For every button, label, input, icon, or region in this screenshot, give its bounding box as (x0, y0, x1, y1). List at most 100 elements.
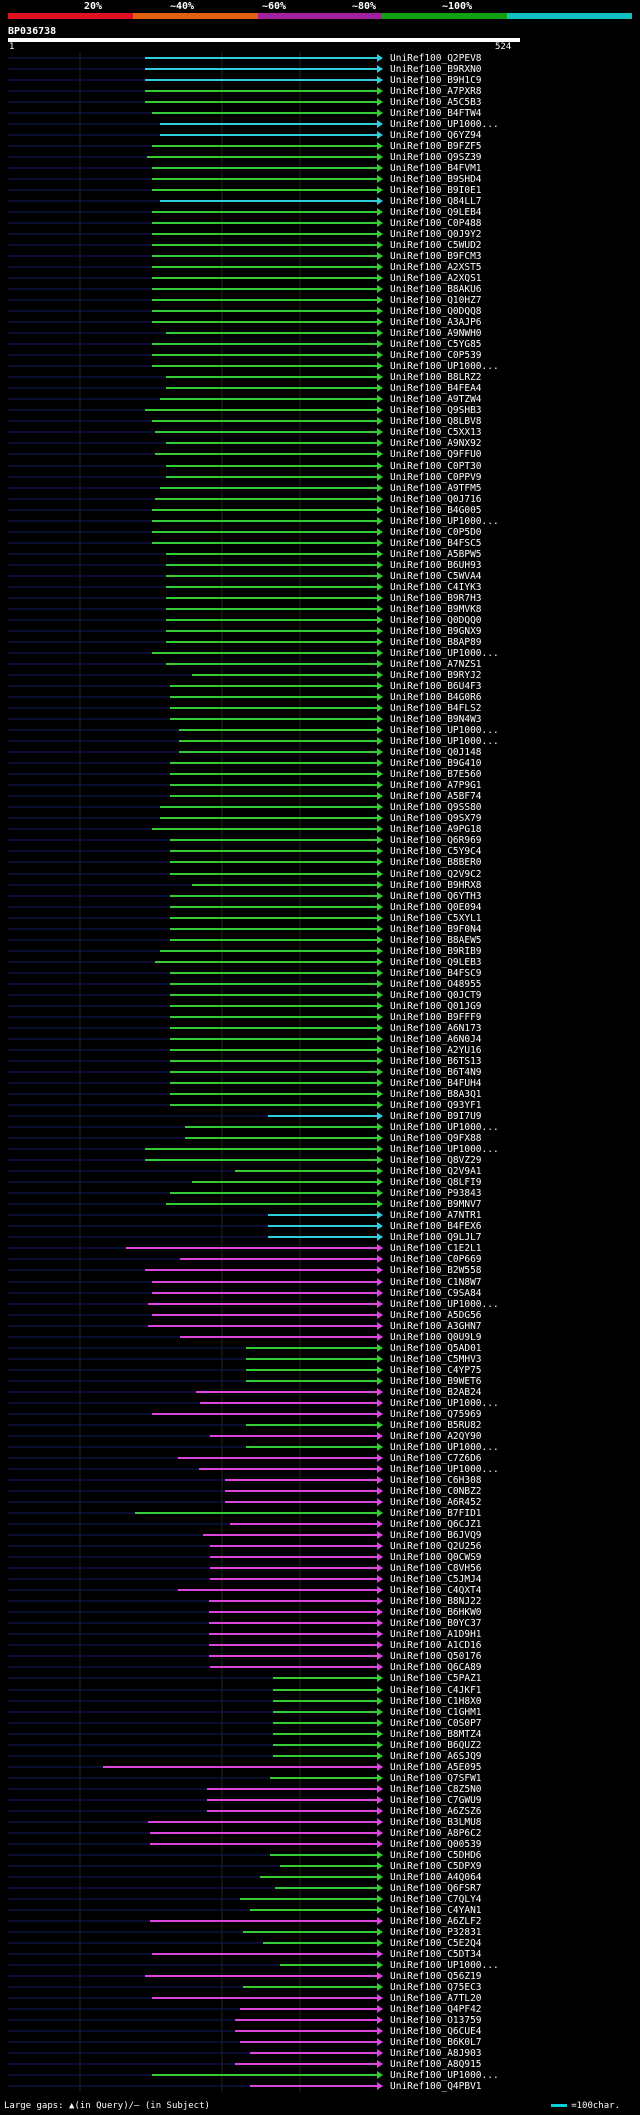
hit-label[interactable]: UniRef100_C1H8X0 (390, 1696, 482, 1707)
hit-label[interactable]: UniRef100_UP1000... (390, 2070, 499, 2081)
hit-label[interactable]: UniRef100_Q9LJL7 (390, 1232, 482, 1243)
hit-label[interactable]: UniRef100_B4FSC5 (390, 538, 482, 549)
hit-label[interactable]: UniRef100_A6SJQ9 (390, 1751, 482, 1762)
hit-label[interactable]: UniRef100_A6ZSZ6 (390, 1806, 482, 1817)
hit-label[interactable]: UniRef100_B9RIB9 (390, 946, 482, 957)
hit-label[interactable]: UniRef100_B4FSC9 (390, 968, 482, 979)
hit-label[interactable]: UniRef100_UP1000... (390, 1442, 499, 1453)
hit-label[interactable]: UniRef100_B2W558 (390, 1265, 482, 1276)
hit-label[interactable]: UniRef100_Q0JCT9 (390, 990, 482, 1001)
hit-label[interactable]: UniRef100_B4FVM1 (390, 163, 482, 174)
hit-label[interactable]: UniRef100_P32831 (390, 1927, 482, 1938)
hit-label[interactable]: UniRef100_Q50176 (390, 1651, 482, 1662)
hit-label[interactable]: UniRef100_Q9SS80 (390, 802, 482, 813)
hit-label[interactable]: UniRef100_Q01JG9 (390, 1001, 482, 1012)
hit-label[interactable]: UniRef100_C7Z6D6 (390, 1453, 482, 1464)
hit-label[interactable]: UniRef100_Q6CA89 (390, 1662, 482, 1673)
hit-label[interactable]: UniRef100_C5JMJ4 (390, 1574, 482, 1585)
hit-label[interactable]: UniRef100_B8A3Q1 (390, 1089, 482, 1100)
hit-label[interactable]: UniRef100_UP1000... (390, 1299, 499, 1310)
hit-label[interactable]: UniRef100_C8VH56 (390, 1563, 482, 1574)
hit-label[interactable]: UniRef100_C5DPX9 (390, 1861, 482, 1872)
hit-label[interactable]: UniRef100_UP1000... (390, 648, 499, 659)
hit-label[interactable]: UniRef100_Q5AD01 (390, 1343, 482, 1354)
hit-label[interactable]: UniRef100_B9MVK8 (390, 604, 482, 615)
hit-label[interactable]: UniRef100_Q56Z19 (390, 1971, 482, 1982)
hit-label[interactable]: UniRef100_A1CD16 (390, 1640, 482, 1651)
hit-label[interactable]: UniRef100_B7FID1 (390, 1508, 482, 1519)
hit-label[interactable]: UniRef100_A9TZW4 (390, 394, 482, 405)
hit-label[interactable]: UniRef100_B8LRZ2 (390, 372, 482, 383)
hit-label[interactable]: UniRef100_Q9FFU0 (390, 449, 482, 460)
hit-label[interactable]: UniRef100_B4G005 (390, 505, 482, 516)
hit-label[interactable]: UniRef100_C4IYK3 (390, 582, 482, 593)
hit-label[interactable]: UniRef100_B9FFF9 (390, 1012, 482, 1023)
hit-label[interactable]: UniRef100_Q2U256 (390, 1541, 482, 1552)
hit-label[interactable]: UniRef100_Q6YTH3 (390, 891, 482, 902)
hit-label[interactable]: UniRef100_A2XST5 (390, 262, 482, 273)
hit-label[interactable]: UniRef100_C7QLY4 (390, 1894, 482, 1905)
hit-label[interactable]: UniRef100_A3AJP6 (390, 317, 482, 328)
hit-label[interactable]: UniRef100_Q9LEB4 (390, 207, 482, 218)
hit-label[interactable]: UniRef100_C0PT30 (390, 461, 482, 472)
hit-label[interactable]: UniRef100_C5MHV3 (390, 1354, 482, 1365)
hit-label[interactable]: UniRef100_C4YP75 (390, 1365, 482, 1376)
hit-label[interactable]: UniRef100_A6N0J4 (390, 1034, 482, 1045)
hit-label[interactable]: UniRef100_B8AP89 (390, 637, 482, 648)
hit-label[interactable]: UniRef100_C4QXT4 (390, 1585, 482, 1596)
hit-label[interactable]: UniRef100_UP1000... (390, 1122, 499, 1133)
hit-label[interactable]: UniRef100_A7NTR1 (390, 1210, 482, 1221)
hit-label[interactable]: UniRef100_A7P9G1 (390, 780, 482, 791)
hit-label[interactable]: UniRef100_C0P539 (390, 350, 482, 361)
hit-label[interactable]: UniRef100_A9NWH0 (390, 328, 482, 339)
hit-label[interactable]: UniRef100_Q0DQQ8 (390, 306, 482, 317)
hit-label[interactable]: UniRef100_Q6YZ94 (390, 130, 482, 141)
hit-label[interactable]: UniRef100_A8P6C2 (390, 1828, 482, 1839)
hit-label[interactable]: UniRef100_C5WVA4 (390, 571, 482, 582)
hit-label[interactable]: UniRef100_Q8LFI9 (390, 1177, 482, 1188)
hit-label[interactable]: UniRef100_C5XX13 (390, 427, 482, 438)
hit-label[interactable]: UniRef100_B9H1C9 (390, 75, 482, 86)
hit-label[interactable]: UniRef100_Q0J9Y2 (390, 229, 482, 240)
hit-label[interactable]: UniRef100_Q9SHB3 (390, 405, 482, 416)
hit-label[interactable]: UniRef100_B6K0L7 (390, 2037, 482, 2048)
hit-label[interactable]: UniRef100_C4YAN1 (390, 1905, 482, 1916)
hit-label[interactable]: UniRef100_B8AEW5 (390, 935, 482, 946)
hit-label[interactable]: UniRef100_A5C5B3 (390, 97, 482, 108)
hit-label[interactable]: UniRef100_A6R452 (390, 1497, 482, 1508)
hit-label[interactable]: UniRef100_C5Y9C4 (390, 846, 482, 857)
hit-label[interactable]: UniRef100_UP1000... (390, 1144, 499, 1155)
hit-label[interactable]: UniRef100_B4FUH4 (390, 1078, 482, 1089)
hit-label[interactable]: UniRef100_A5BF74 (390, 791, 482, 802)
hit-label[interactable]: UniRef100_B9N4W3 (390, 714, 482, 725)
hit-label[interactable]: UniRef100_B4FEX6 (390, 1221, 482, 1232)
hit-label[interactable]: UniRef100_B6T4N9 (390, 1067, 482, 1078)
hit-label[interactable]: UniRef100_B9FZF5 (390, 141, 482, 152)
hit-label[interactable]: UniRef100_A5BPW5 (390, 549, 482, 560)
hit-label[interactable]: UniRef100_C9SA84 (390, 1288, 482, 1299)
hit-label[interactable]: UniRef100_A5DG56 (390, 1310, 482, 1321)
hit-label[interactable]: UniRef100_A7NZS1 (390, 659, 482, 670)
hit-label[interactable]: UniRef100_P93843 (390, 1188, 482, 1199)
hit-label[interactable]: UniRef100_A9NX92 (390, 438, 482, 449)
hit-label[interactable]: UniRef100_C5E2Q4 (390, 1938, 482, 1949)
hit-label[interactable]: UniRef100_C5WUD2 (390, 240, 482, 251)
hit-label[interactable]: UniRef100_Q4PF42 (390, 2004, 482, 2015)
hit-label[interactable]: UniRef100_B9GNX9 (390, 626, 482, 637)
hit-label[interactable]: UniRef100_B5RU82 (390, 1420, 482, 1431)
hit-label[interactable]: UniRef100_A6ZLF2 (390, 1916, 482, 1927)
hit-label[interactable]: UniRef100_B9MNV7 (390, 1199, 482, 1210)
hit-label[interactable]: UniRef100_Q9LEB3 (390, 957, 482, 968)
hit-label[interactable]: UniRef100_B0YC37 (390, 1618, 482, 1629)
hit-label[interactable]: UniRef100_C5DHD6 (390, 1850, 482, 1861)
hit-label[interactable]: UniRef100_C5XYL1 (390, 913, 482, 924)
hit-label[interactable]: UniRef100_UP1000... (390, 725, 499, 736)
hit-label[interactable]: UniRef100_C0P488 (390, 218, 482, 229)
hit-label[interactable]: UniRef100_Q2PEV8 (390, 53, 482, 64)
hit-label[interactable]: UniRef100_B9WET6 (390, 1376, 482, 1387)
hit-label[interactable]: UniRef100_UP1000... (390, 1398, 499, 1409)
hit-label[interactable]: UniRef100_B9R7H3 (390, 593, 482, 604)
hit-label[interactable]: UniRef100_C0S0P7 (390, 1718, 482, 1729)
hit-label[interactable]: UniRef100_B9I7U9 (390, 1111, 482, 1122)
hit-label[interactable]: UniRef100_A2YU16 (390, 1045, 482, 1056)
